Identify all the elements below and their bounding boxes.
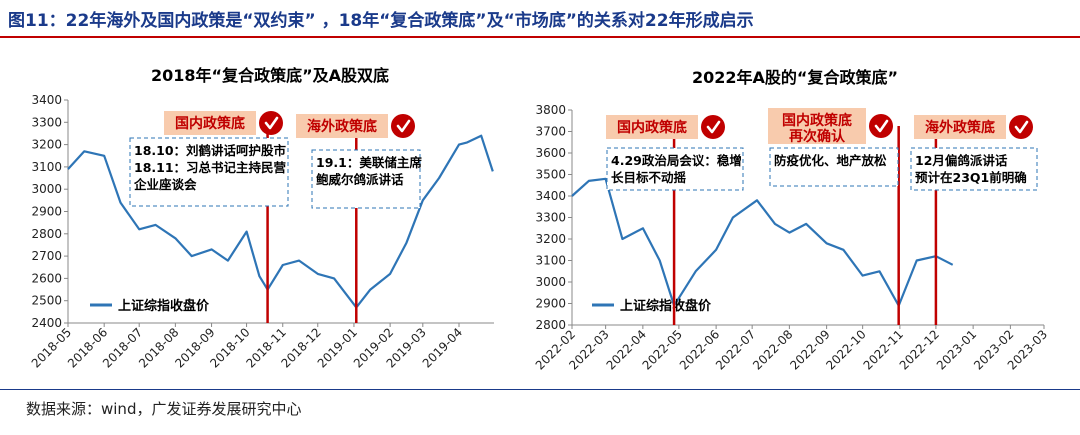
policy-label: 再次确认 bbox=[789, 128, 846, 145]
check-circle-icon bbox=[869, 114, 893, 138]
y-tick-label: 3400 bbox=[31, 93, 62, 107]
policy-label-bg bbox=[164, 111, 256, 135]
annotation-text: 12月偏鸽派讲话 bbox=[915, 153, 1008, 168]
source-divider bbox=[0, 389, 1080, 390]
series-line bbox=[67, 134, 494, 309]
policy-label-bg bbox=[914, 115, 1006, 139]
x-tick-label: 2022-08 bbox=[750, 327, 795, 372]
y-tick-label: 3100 bbox=[535, 254, 566, 268]
y-tick-label: 2800 bbox=[31, 227, 62, 241]
y-tick-label: 3100 bbox=[31, 160, 62, 174]
annotation-text: 鲍威尔鸽派讲话 bbox=[316, 172, 404, 187]
check-mark bbox=[264, 116, 279, 130]
x-tick-label: 2022-05 bbox=[640, 327, 685, 372]
check-circle-bg bbox=[1009, 115, 1033, 139]
y-tick-label: 3700 bbox=[535, 125, 566, 139]
policy-label: 国内政策底 bbox=[782, 112, 852, 129]
y-tick-label: 2900 bbox=[31, 205, 62, 219]
legend-label: 上证综指收盘价 bbox=[620, 298, 712, 314]
legend-label: 上证综指收盘价 bbox=[118, 298, 210, 314]
annotation-box bbox=[129, 137, 289, 207]
policy-label: 国内政策底 bbox=[175, 115, 245, 132]
y-tick-label: 3500 bbox=[535, 168, 566, 182]
annotation-text: 防疫优化、地产放松 bbox=[774, 153, 887, 168]
chart-title: 2022年A股的“复合政策底” bbox=[692, 68, 898, 87]
check-circle-bg bbox=[391, 114, 415, 138]
y-tick-label: 2800 bbox=[535, 318, 566, 332]
policy-label-bg bbox=[768, 108, 866, 144]
annotation-text: 18.11：习总书记主持民营 bbox=[134, 160, 287, 175]
y-tick-label: 2400 bbox=[31, 316, 62, 330]
y-tick-label: 3200 bbox=[31, 138, 62, 152]
y-tick-label: 3000 bbox=[535, 275, 566, 289]
annotation-text: 企业座谈会 bbox=[133, 177, 197, 192]
x-tick-label: 2023-01 bbox=[934, 327, 979, 372]
y-tick-label: 2600 bbox=[31, 271, 62, 285]
annotation-box bbox=[910, 147, 1038, 191]
annotation-text: 长目标不动摇 bbox=[611, 170, 687, 185]
policy-label-bg bbox=[296, 114, 388, 138]
check-circle-icon bbox=[1009, 115, 1033, 139]
y-tick-label: 3300 bbox=[31, 115, 62, 129]
x-tick-label: 2019-04 bbox=[420, 325, 465, 370]
check-mark bbox=[396, 119, 411, 133]
check-circle-icon bbox=[701, 115, 725, 139]
x-tick-label: 2022-07 bbox=[713, 327, 758, 372]
check-circle-icon bbox=[391, 114, 415, 138]
check-mark bbox=[874, 119, 889, 133]
annotation-box bbox=[769, 147, 899, 187]
chart-2: 2022年A股的“复合政策底” 2800 2900 3000 3100 3200 3300 3… bbox=[533, 68, 1050, 373]
policy-label: 海外政策底 bbox=[307, 118, 377, 135]
source-note: 数据来源：wind，广发证券发展研究中心 bbox=[26, 400, 302, 418]
x-tick-label: 2022-12 bbox=[897, 327, 942, 372]
check-mark bbox=[1014, 120, 1029, 134]
y-tick-label: 3600 bbox=[535, 146, 566, 160]
check-circle-icon bbox=[259, 111, 283, 135]
annotation-text: 19.1：美联储主席 bbox=[316, 155, 422, 170]
check-circle-bg bbox=[259, 111, 283, 135]
x-tick-label: 2022-10 bbox=[823, 327, 868, 372]
y-tick-label: 2500 bbox=[31, 294, 62, 308]
y-tick-label: 2700 bbox=[31, 249, 62, 263]
policy-label: 国内政策底 bbox=[617, 119, 687, 136]
check-circle-bg bbox=[869, 114, 893, 138]
y-tick-label: 3000 bbox=[31, 182, 62, 196]
policy-label-bg bbox=[606, 115, 698, 139]
charts-canvas: 2018年“复合政策底”及A股双底 2400 2500 2600 2700 2800 290… bbox=[29, 66, 1050, 373]
y-tick-label: 3800 bbox=[535, 103, 566, 117]
check-mark bbox=[706, 120, 721, 134]
annotation-text: 4.29政治局会议：稳增 bbox=[611, 153, 742, 168]
annotation-box bbox=[606, 147, 744, 191]
figure-title: 图11：22年海外及国内政策是“双约束” ，18年“复合政策底”及“市场底”的关… bbox=[8, 11, 754, 31]
annotation-box bbox=[311, 149, 421, 209]
y-tick-label: 3300 bbox=[535, 211, 566, 225]
check-circle-bg bbox=[701, 115, 725, 139]
y-tick-label: 2900 bbox=[535, 297, 566, 311]
annotation-text: 18.10：刘鹤讲话呵护股市 bbox=[134, 143, 287, 158]
chart-1: 2018年“复合政策底”及A股双底 2400 2500 2600 2700 2800 290… bbox=[29, 66, 494, 371]
chart-title: 2018年“复合政策底”及A股双底 bbox=[151, 66, 389, 85]
series-line bbox=[571, 177, 954, 307]
annotation-text: 预计在23Q1前明确 bbox=[915, 170, 1027, 185]
policy-label: 海外政策底 bbox=[925, 119, 995, 136]
y-tick-label: 3200 bbox=[535, 232, 566, 246]
y-tick-label: 3400 bbox=[535, 189, 566, 203]
title-divider bbox=[0, 36, 1080, 38]
